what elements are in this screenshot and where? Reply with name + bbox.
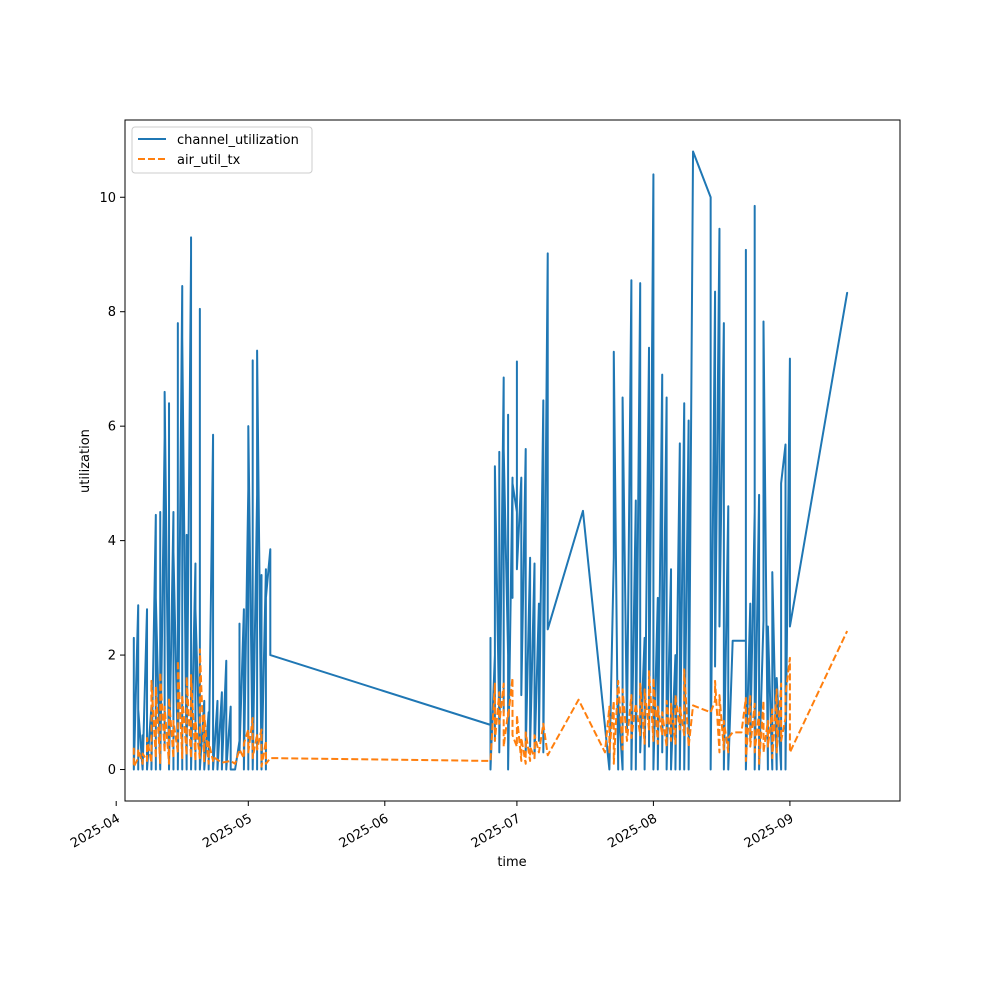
x-axis-label: time: [497, 855, 526, 870]
legend: channel_utilization air_util_tx: [131, 126, 313, 174]
series-line-air-util-tx: [132, 630, 849, 768]
y-axis: 0 2 4 6 8 10: [99, 191, 125, 778]
y-tick-label: 8: [108, 305, 116, 320]
y-tick-label: 6: [108, 420, 116, 435]
series-line-channel-utilization: [132, 150, 849, 771]
legend-label-air-util-tx: air_util_tx: [177, 153, 241, 168]
y-tick-label: 2: [108, 649, 116, 664]
y-axis-label: utilization: [78, 429, 93, 493]
legend-label-channel-utilization: channel_utilization: [177, 133, 299, 148]
legend-box: [131, 126, 313, 174]
y-tick-label: 10: [99, 191, 116, 206]
plot-frame: [124, 119, 901, 802]
y-tick-label: 4: [108, 534, 116, 549]
y-tick-label: 0: [108, 763, 116, 778]
series-layer: [132, 150, 849, 771]
